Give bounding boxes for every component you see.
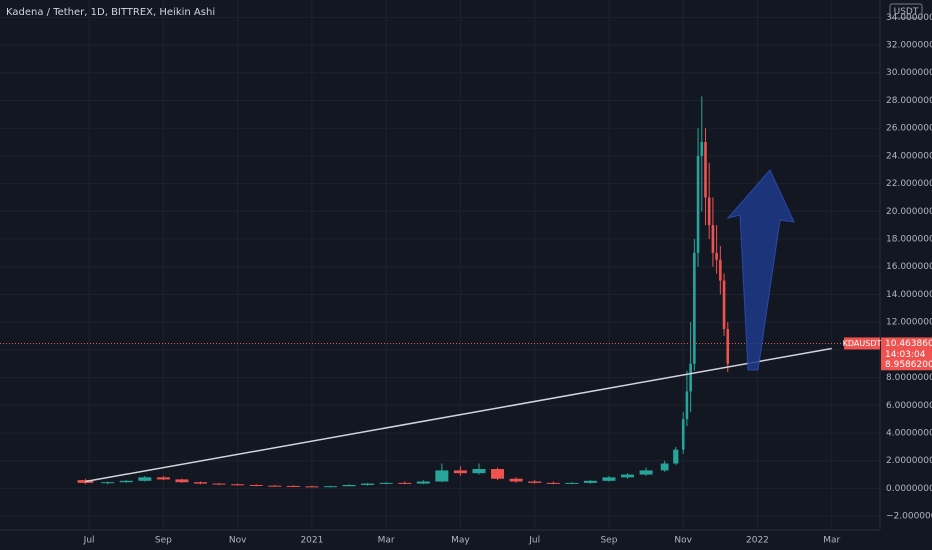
candle-body (693, 252, 696, 364)
y-tick-label: 0.00000000 (886, 484, 932, 494)
candle-body (249, 484, 263, 486)
candle-body (602, 477, 616, 481)
y-tick-label: 6.00000000 (886, 401, 932, 411)
countdown-label: 14:03:04 (885, 350, 926, 360)
plot (0, 96, 880, 488)
candle-body (472, 469, 486, 474)
candle-body (689, 363, 692, 392)
candle-body (231, 484, 245, 486)
x-tick-label: Mar (823, 536, 840, 546)
candle-body (156, 477, 170, 480)
currency-label[interactable]: USDT (894, 7, 919, 17)
y-tick-label: 32.00000000 (886, 41, 932, 51)
y-tick-label: 14.00000000 (886, 290, 932, 300)
candle-body (286, 485, 300, 487)
y-tick-label: 18.00000000 (886, 235, 932, 245)
candle-body (435, 470, 449, 482)
candle-body (491, 469, 505, 479)
candle-body (639, 470, 653, 475)
candle-body (119, 480, 133, 483)
x-tick-label: 2022 (746, 536, 769, 546)
x-tick-label: Nov (674, 536, 692, 546)
trend-line (85, 347, 832, 483)
y-tick-label: 4.00000000 (886, 429, 932, 439)
candle-body (323, 486, 337, 488)
y-tick-label: 12.00000000 (886, 318, 932, 328)
candle-body (673, 449, 679, 464)
x-tick-label: Jul (528, 536, 540, 546)
candle-body (722, 280, 726, 330)
candle-body (707, 197, 711, 226)
x-tick-label: Jul (83, 536, 95, 546)
candle-body (268, 485, 282, 487)
candle-body (565, 482, 579, 484)
y-tick-label: 8.00000000 (886, 373, 932, 383)
candle-body (696, 155, 700, 253)
y-tick-label: 2.00000000 (886, 456, 932, 466)
candle-body (546, 482, 560, 484)
candle-body (398, 482, 412, 484)
candle-body (342, 484, 356, 487)
candle-body (704, 142, 707, 198)
candle-body (453, 470, 467, 474)
y-tick-label: 26.00000000 (886, 124, 932, 134)
x-tick-label: Sep (600, 536, 617, 546)
candle-body (509, 478, 523, 482)
candle-body (700, 142, 704, 156)
candle-body (379, 482, 393, 484)
candle-body (305, 486, 319, 488)
candle-body (361, 483, 375, 485)
candle-body (711, 225, 715, 253)
candle-body (583, 480, 597, 483)
candle-body (719, 259, 722, 281)
y-tick-label: 20.00000000 (886, 207, 932, 217)
candle-body (681, 419, 685, 450)
candle-body (194, 482, 208, 484)
candle-body (621, 474, 635, 478)
price-box (881, 337, 932, 362)
x-tick-label: Nov (229, 536, 247, 546)
last-price-box (881, 358, 932, 371)
x-tick-label: 2021 (300, 536, 323, 546)
candle-body (660, 463, 669, 471)
candle-body (528, 481, 542, 483)
y-tick-label: 22.00000000 (886, 179, 932, 189)
x-tick-label: Sep (155, 536, 172, 546)
candle-body (138, 477, 152, 481)
x-tick-label: May (451, 536, 470, 546)
candle-body (175, 479, 189, 483)
y-tick-label: 28.00000000 (886, 96, 932, 106)
arrow-annotation (726, 169, 795, 371)
last-price-label: 8.95862000 (885, 360, 932, 370)
candle-body (685, 391, 689, 420)
candle-body (416, 481, 430, 484)
y-tick-label: 34.00000000 (886, 13, 932, 23)
currency-box[interactable] (889, 3, 923, 19)
symbol-label: KDAUSDT (843, 339, 882, 348)
y-tick-label: 16.00000000 (886, 262, 932, 272)
y-tick-label: −2.00000000 (886, 512, 932, 522)
candle-body (715, 252, 718, 260)
candle-body (726, 329, 730, 364)
candle-body (101, 482, 115, 484)
x-tick-label: Mar (378, 536, 395, 546)
y-tick-label: 24.00000000 (886, 151, 932, 161)
candle-body (212, 483, 226, 485)
chart-title: Kadena / Tether, 1D, BITTREX, Heikin Ash… (6, 7, 215, 18)
y-tick-label: 30.00000000 (886, 68, 932, 78)
price-label: 10.46386000 (885, 339, 932, 349)
symbol-box (844, 337, 880, 350)
